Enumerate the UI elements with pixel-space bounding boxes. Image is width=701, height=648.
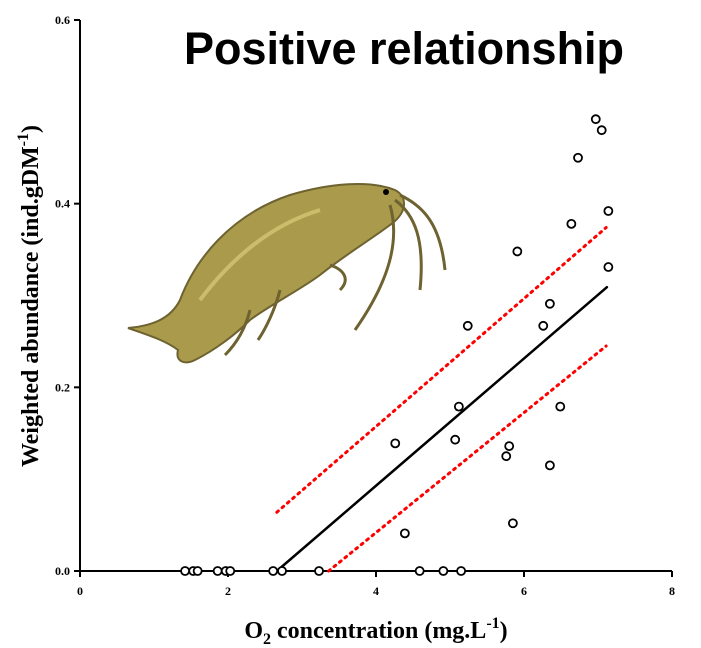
x-tick-label: 8 <box>669 584 675 598</box>
y-axis-label: Weighted abundance (ind.gDM-1) <box>15 125 44 467</box>
x-tick-label: 4 <box>373 584 379 598</box>
y-tick-label: 0.0 <box>55 564 70 578</box>
x-axis-label: O2 concentration (mg.L-1) <box>244 615 507 648</box>
y-tick-label: 0.2 <box>55 380 70 394</box>
amphipod-illustration <box>128 184 445 362</box>
data-point <box>194 567 202 575</box>
data-point <box>604 263 612 271</box>
x-label-sub: 2 <box>263 631 271 648</box>
y-tick-label: 0.4 <box>55 197 70 211</box>
x-label-part: concentration (mg.L <box>271 618 486 644</box>
data-point <box>315 567 323 575</box>
data-point <box>451 436 459 444</box>
data-point <box>391 439 399 447</box>
data-point <box>502 452 510 460</box>
data-point <box>546 461 554 469</box>
data-point <box>598 126 606 134</box>
fit-line <box>329 346 607 571</box>
data-point <box>464 322 472 330</box>
x-label-part: ) <box>500 618 508 644</box>
data-point <box>505 442 513 450</box>
data-point <box>513 247 521 255</box>
y-label-part: ) <box>18 125 44 133</box>
data-point <box>539 322 547 330</box>
x-tick-label: 6 <box>521 584 527 598</box>
data-point <box>439 567 447 575</box>
y-label-part: Weighted abundance (ind.gDM <box>18 146 44 467</box>
data-point <box>455 403 463 411</box>
data-point <box>592 115 600 123</box>
y-tick-label: 0.6 <box>55 13 70 27</box>
data-point <box>214 567 222 575</box>
x-label-part: O <box>244 618 263 644</box>
data-point <box>416 567 424 575</box>
fit-line <box>277 287 607 571</box>
data-point <box>574 154 582 162</box>
data-point <box>604 207 612 215</box>
data-point <box>278 567 286 575</box>
y-label-sup: -1 <box>15 133 32 146</box>
data-point <box>269 567 277 575</box>
data-point <box>567 220 575 228</box>
chart-title: Positive relationship <box>184 23 624 74</box>
x-label-sup: -1 <box>486 615 499 632</box>
data-point <box>556 403 564 411</box>
data-point <box>401 529 409 537</box>
x-tick-label: 2 <box>225 584 231 598</box>
x-tick-label: 0 <box>77 584 83 598</box>
chart: Positive relationship O2 concentration (… <box>0 0 701 648</box>
data-point <box>509 519 517 527</box>
data-point <box>226 567 234 575</box>
data-point <box>457 567 465 575</box>
data-point <box>181 567 189 575</box>
data-point <box>546 300 554 308</box>
